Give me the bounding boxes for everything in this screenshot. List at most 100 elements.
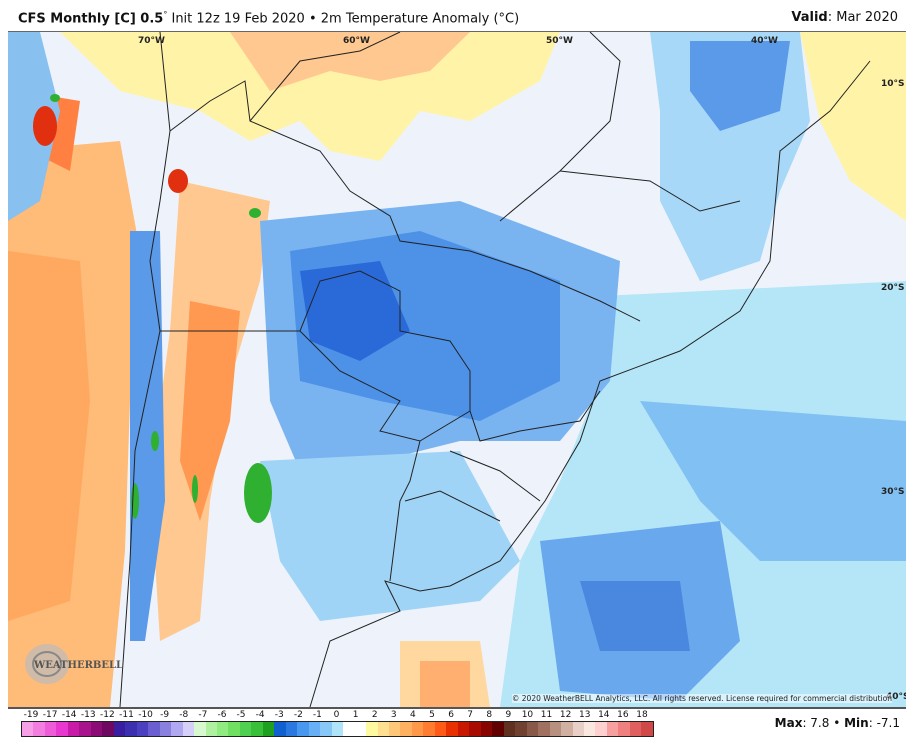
lat-label-10s: 10°S [881,79,905,89]
colorbar-swatch [171,722,183,736]
colorbar-tick-label: -5 [236,710,246,720]
colorbar-swatch [515,722,527,736]
colorbar-tick-label: 8 [486,710,493,720]
max-label: Max [774,716,803,730]
colorbar-swatch [629,722,642,736]
map-title: CFS Monthly [C] 0.5° Init 12z 19 Feb 202… [18,10,519,26]
colorbar-swatch [572,722,584,736]
colorbar-swatch [159,722,172,736]
colorbar-tick-label: 6 [448,710,454,720]
lat-label-40s: 40°S [886,692,906,702]
lon-label-40w: 40°W [751,36,778,46]
colorbar-tick-label: 4 [410,710,416,720]
colorbar-swatch [446,722,458,736]
colorbar-swatch [182,722,195,736]
colorbar-swatch [480,722,493,736]
lon-label-70w: 70°W [138,36,165,46]
colorbar-swatch [457,722,470,736]
colorbar-tick-label: -9 [160,710,170,720]
colorbar-swatch [618,722,630,736]
colorbar-swatch [136,722,149,736]
colorbar-tick-label: -17 [42,710,58,720]
colorbar-tick-label: -4 [255,710,265,720]
colorbar-tick-label: 7 [467,710,474,720]
colorbar-swatch [228,722,240,736]
colorbar-swatch [354,722,367,736]
colorbar-tick-label: 2 [371,710,378,720]
colorbar-swatch [102,722,114,736]
colorbar-tick-label: 1 [352,710,359,720]
weatherbell-logo: WEATHERBELL [22,639,122,689]
colorbar-swatch [56,722,68,736]
colorbar-swatch [503,722,516,736]
colorbar-tick-label: -1 [312,710,322,720]
colorbar-tick-label: -3 [274,710,284,720]
field-name: 2m Temperature Anomaly (°C) [320,11,520,27]
colorbar-tick-label: 14 [598,710,610,720]
colorbar-tick-label: 16 [617,710,629,720]
colorbar-swatch [389,722,401,736]
colorbar-tick-label: -6 [217,710,227,720]
colorbar-tick-label: -19 [23,710,39,720]
colorbar-swatch [285,722,298,736]
colorbar-swatch [308,722,321,736]
colorbar [21,721,654,737]
colorbar-tick-label: 12 [559,710,572,720]
model-name: CFS Monthly [C] 0.5 [18,11,164,27]
max-min-stats: Max: 7.8 • Min: -7.1 [775,716,900,730]
colorbar-tick-label: 0 [333,710,340,720]
colorbar-swatch [44,722,57,736]
anomaly-map: 70°W 60°W 50°W 40°W 10°S 20°S 30°S 40°S … [8,31,906,709]
colorbar-tick-label: -11 [119,710,134,720]
min-label: Min [844,716,869,730]
colorbar-swatch [492,722,504,736]
country-borders [119,32,871,707]
valid-value: : Mar 2020 [827,10,898,25]
colorbar-swatch [194,722,206,736]
lon-label-50w: 50°W [546,36,573,46]
colorbar-swatch [90,722,103,736]
colorbar-swatch [549,722,562,736]
valid-time: Valid: Mar 2020 [791,10,898,25]
colorbar-tick-label: 18 [636,710,648,720]
colorbar-swatch [205,722,217,736]
lat-label-30s: 30°S [881,487,905,497]
colorbar-swatch [216,722,229,736]
colorbar-swatch [297,722,309,736]
colorbar-tick-label: 5 [429,710,435,720]
anomaly-field [8,32,906,707]
colorbar-tick-label: 9 [505,710,512,720]
colorbar-swatch [320,722,332,736]
colorbar-tick-label: -13 [80,710,96,720]
colorbar-tick-label: -12 [100,710,115,720]
colorbar-swatch [411,722,424,736]
cool-anomaly-areas [8,32,906,707]
stats-separator: • [829,716,845,730]
colorbar-tick-label: -7 [198,710,208,720]
colorbar-tick-label: -14 [61,710,77,720]
colorbar-swatch [583,722,596,736]
colorbar-swatch [262,722,275,736]
colorbar-swatch [125,722,137,736]
colorbar-tick-label: -8 [179,710,189,720]
colorbar-swatch [274,722,286,736]
logo-swirl-icon: WEATHERBELL [25,644,122,684]
colorbar-swatch [526,722,539,736]
colorbar-tick-label: 3 [390,710,397,720]
colorbar-swatch [538,722,550,736]
colorbar-swatch [113,722,126,736]
colorbar-swatch [343,722,355,736]
colorbar-swatch [148,722,160,736]
colorbar-tick-label: 11 [540,710,553,720]
lat-label-20s: 20°S [881,283,905,293]
min-value: : -7.1 [868,716,900,730]
colorbar-swatch [33,722,45,736]
colorbar-swatch [561,722,573,736]
colorbar-swatch [79,722,91,736]
colorbar-swatch [366,722,378,736]
colorbar-swatch [400,722,412,736]
colorbar-tick-label: 10 [521,710,534,720]
colorbar-swatch [469,722,481,736]
colorbar-swatch [606,722,619,736]
colorbar-swatch [22,722,34,736]
